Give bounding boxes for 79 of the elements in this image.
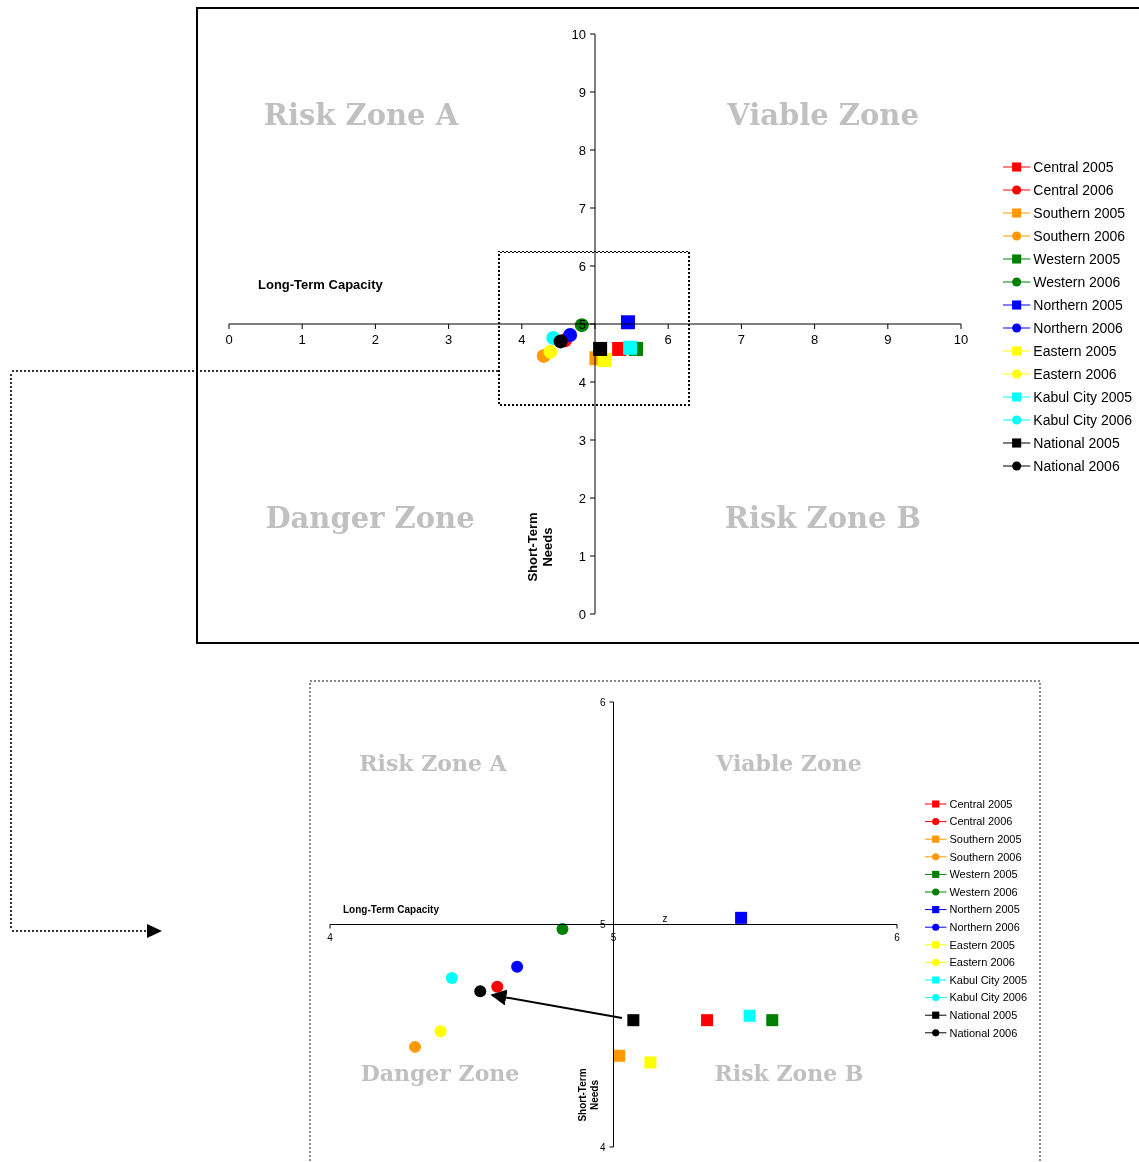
legend-label: Kabul City 2006: [949, 991, 1028, 1004]
legend-label: Western 2005: [949, 868, 1018, 881]
point: [445, 971, 458, 984]
y-tick-label: 0: [578, 606, 586, 622]
y-tick-label: 10: [571, 26, 586, 42]
x-tick-label: 3: [444, 332, 453, 347]
legend-label: National 2006: [1033, 457, 1120, 474]
legend-label: Southern 2006: [949, 850, 1022, 863]
x-tick-label: 8: [810, 332, 819, 347]
legend-label: National 2005: [1033, 434, 1120, 451]
legend-label: Southern 2006: [1033, 227, 1126, 244]
annotation: Viable Zone: [726, 98, 919, 132]
point: [474, 985, 487, 998]
y-tick-label: 6: [578, 258, 586, 274]
y-tick-label: 8: [578, 142, 586, 158]
x-tick-label: 1: [298, 332, 306, 347]
y-tick-label: 4: [599, 1141, 606, 1153]
y-tick-label: 1: [578, 548, 586, 564]
y-tick-label: 9: [578, 84, 586, 100]
x-axis-title: Long-Term Capacity: [343, 904, 440, 915]
annotation: Viable Zone: [715, 750, 862, 776]
legend-label: Eastern 2006: [1033, 365, 1117, 382]
x-tick-label: 4: [518, 332, 526, 347]
legend-label: Kabul City 2005: [1033, 388, 1133, 405]
x-tick-label: 6: [894, 931, 901, 943]
legend-label: Eastern 2005: [949, 938, 1015, 951]
legend-label: Kabul City 2006: [1033, 411, 1133, 428]
legend-label: Central 2005: [949, 797, 1013, 810]
legend-label: Northern 2005: [1033, 296, 1124, 313]
annotation: Risk Zone A: [359, 750, 508, 776]
y-axis-title: Short-Term Needs: [525, 512, 556, 582]
legend-label: Central 2006: [949, 815, 1013, 828]
y-tick-label: 5: [578, 316, 586, 332]
legend-label: Northern 2006: [949, 921, 1020, 934]
y-tick-label: 4: [578, 374, 586, 390]
y-tick-label: 6: [599, 696, 606, 708]
x-tick-label: 6: [664, 332, 672, 347]
legend-label: Northern 2005: [949, 903, 1020, 916]
point: [627, 1014, 640, 1027]
x-tick-label: 9: [884, 332, 892, 347]
legend-label: Western 2005: [1033, 250, 1121, 267]
legend-label: Western 2006: [949, 885, 1018, 898]
annotation: z: [662, 913, 668, 924]
point: [409, 1040, 422, 1053]
y-axis-title: Short-Term Needs: [577, 1068, 600, 1122]
x-tick-label: 0: [225, 332, 233, 347]
annotation: Risk Zone A: [263, 98, 459, 132]
annotation: Risk Zone B: [714, 1060, 864, 1086]
y-tick-label: 3: [578, 432, 586, 448]
point: [491, 980, 504, 993]
legend-label: Southern 2005: [1033, 204, 1126, 221]
point: [743, 1009, 756, 1022]
legend-label: Southern 2005: [949, 833, 1022, 846]
legend-label: Kabul City 2005: [949, 973, 1028, 986]
y-tick-label: 2: [578, 490, 586, 506]
point: [613, 1049, 626, 1062]
x-tick-label: 10: [953, 332, 969, 347]
x-axis-title: Long-Term Capacity: [258, 277, 384, 292]
point: [434, 1025, 447, 1038]
annotation: Danger Zone: [360, 1060, 520, 1086]
legend-label: Northern 2006: [1033, 319, 1124, 336]
legend-label: Central 2005: [1033, 158, 1114, 175]
legend-label: Central 2006: [1033, 181, 1114, 198]
legend-label: National 2005: [949, 1009, 1018, 1022]
x-tick-label: 7: [737, 332, 746, 347]
point: [511, 960, 524, 973]
point: [766, 1014, 779, 1027]
point: [735, 911, 748, 924]
annotation: Danger Zone: [265, 501, 475, 535]
legend-label: Eastern 2006: [949, 956, 1015, 969]
point: [701, 1014, 714, 1027]
legend-label: National 2006: [949, 1026, 1018, 1039]
legend-label: Western 2006: [1033, 273, 1121, 290]
x-tick-label: 4: [327, 931, 334, 943]
y-tick-label: 7: [578, 200, 586, 216]
legend-label: Eastern 2005: [1033, 342, 1117, 359]
annotation: Risk Zone B: [724, 501, 922, 535]
point: [644, 1056, 657, 1069]
x-tick-label: 2: [371, 332, 380, 347]
